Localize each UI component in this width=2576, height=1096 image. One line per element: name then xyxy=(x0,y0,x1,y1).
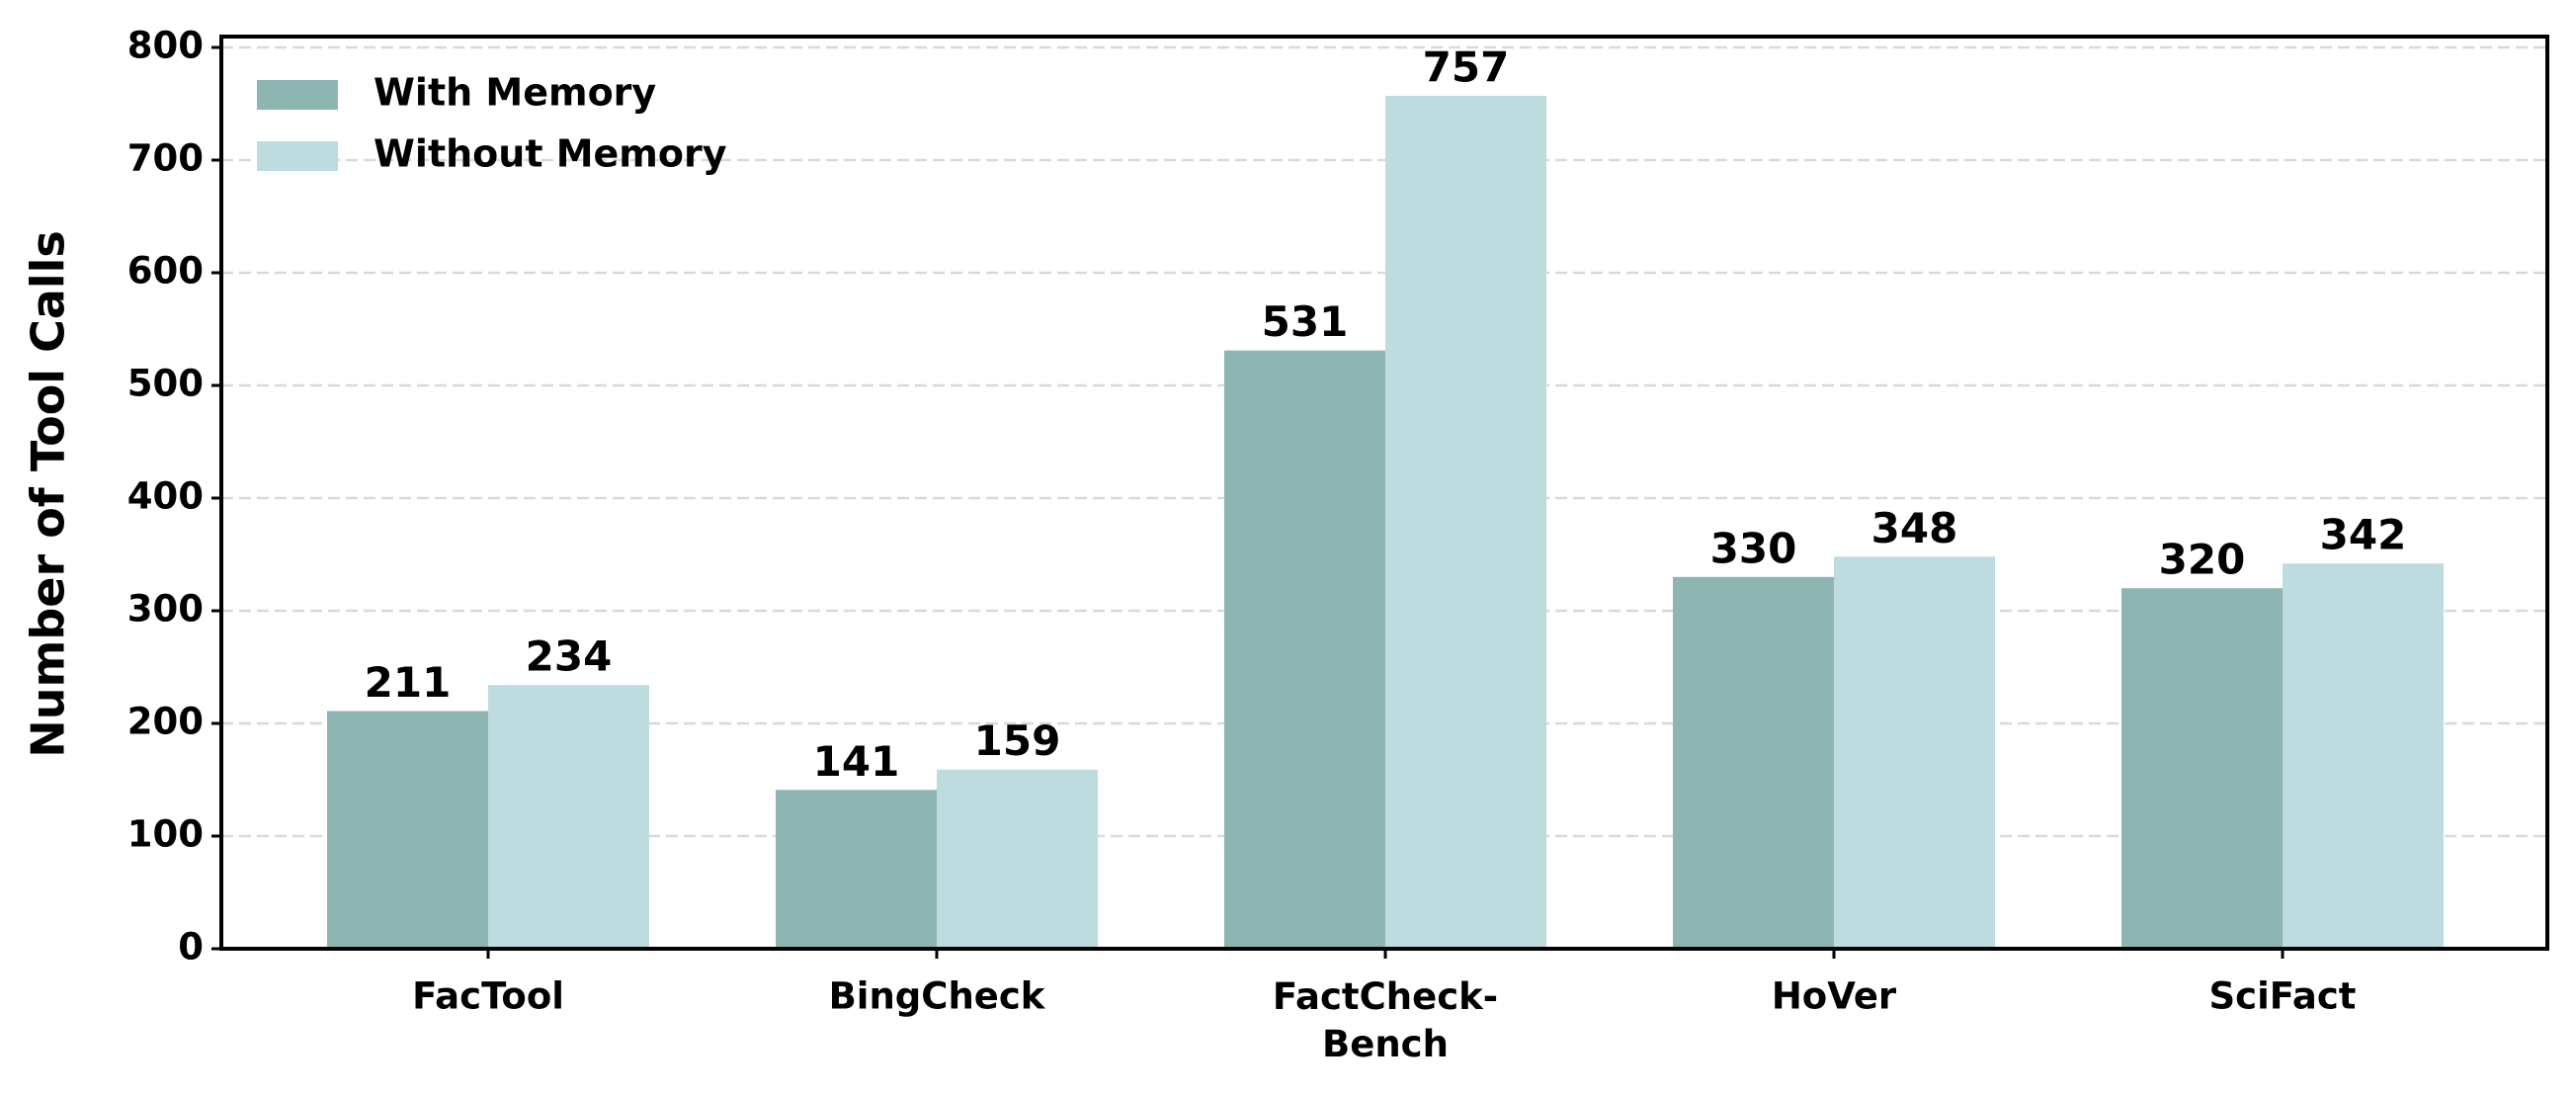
value-label: 320 xyxy=(2159,536,2246,584)
bar xyxy=(937,769,1098,949)
x-tick-label: SciFact xyxy=(2209,975,2357,1018)
bar xyxy=(776,790,937,949)
value-label: 211 xyxy=(365,658,452,707)
value-label: 234 xyxy=(526,632,613,681)
legend-swatch xyxy=(257,141,338,171)
y-tick-label: 500 xyxy=(127,363,204,405)
legend-label: With Memory xyxy=(374,71,656,115)
y-tick-label: 400 xyxy=(127,475,204,518)
y-tick-label: 800 xyxy=(127,25,204,67)
y-tick-label: 300 xyxy=(127,588,204,631)
bar xyxy=(1224,350,1385,949)
x-tick-label: FacTool xyxy=(412,975,564,1018)
y-tick-label: 0 xyxy=(178,926,204,969)
y-axis-label: Number of Tool Calls xyxy=(22,230,75,758)
bar xyxy=(327,711,488,949)
y-tick-label: 600 xyxy=(127,250,204,293)
value-label: 342 xyxy=(2320,511,2407,559)
bar xyxy=(2121,588,2283,949)
value-label: 348 xyxy=(1871,504,1958,552)
value-label: 531 xyxy=(1262,297,1349,346)
plot-frame xyxy=(219,35,2549,951)
bar xyxy=(488,685,649,949)
x-tick-label: HoVer xyxy=(1772,975,1897,1018)
y-tick-label: 700 xyxy=(127,137,204,180)
value-label: 159 xyxy=(974,717,1061,765)
legend-label: Without Memory xyxy=(374,132,727,176)
bar xyxy=(1673,576,1834,949)
y-tick-label: 200 xyxy=(127,701,204,743)
bar xyxy=(1834,556,1995,949)
value-label: 330 xyxy=(1710,524,1797,572)
value-label: 141 xyxy=(813,737,900,786)
x-tick-label: BingCheck xyxy=(829,975,1046,1018)
y-tick-label: 100 xyxy=(127,813,204,856)
value-label: 757 xyxy=(1423,43,1510,92)
bar xyxy=(2283,563,2444,949)
legend-swatch xyxy=(257,80,338,110)
bar xyxy=(1385,96,1546,949)
x-tick-label: FactCheck-Bench xyxy=(1273,975,1498,1065)
